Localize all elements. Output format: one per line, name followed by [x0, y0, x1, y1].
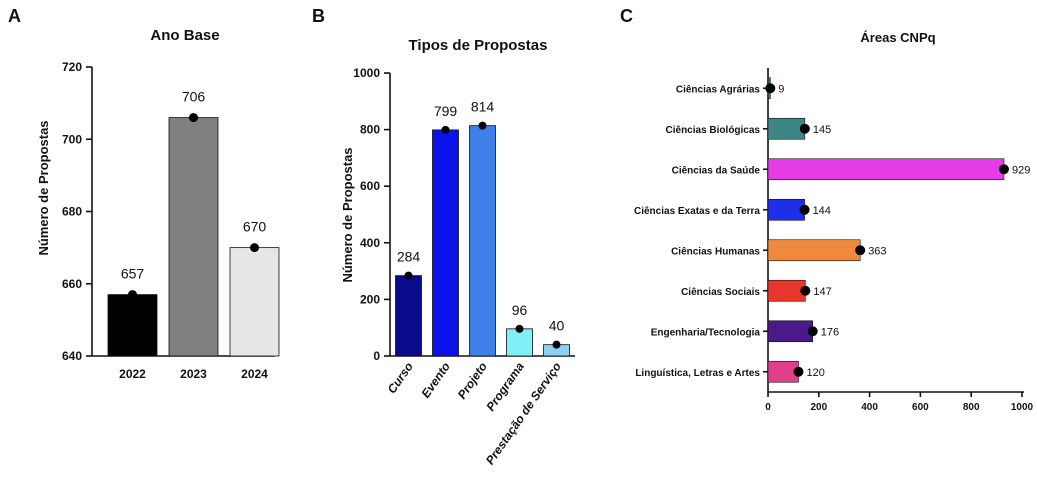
panel-a-y-tick-label: 700	[62, 132, 82, 146]
panel-c-category-label: Linguística, Letras e Artes	[635, 368, 760, 379]
panel-c-bar	[767, 198, 805, 221]
panel-c-point	[799, 123, 810, 134]
panel-c-bar	[767, 320, 814, 343]
panel-b-point	[552, 340, 561, 349]
panel-c-category-label: Ciências Humanas	[671, 246, 760, 257]
panel-b-value-label: 96	[512, 302, 528, 318]
panel-c-x-tick-label: 800	[963, 402, 980, 413]
panel-c-value-label: 929	[1012, 164, 1030, 176]
panel-c-bar	[767, 158, 1005, 181]
panel-b-category-label: Curso	[385, 360, 416, 396]
panel-a-value-label: 657	[121, 266, 145, 282]
panel-c-x-tick-label: 0	[765, 402, 771, 413]
panel-a: A Ano Base Número de Propostas 640 660 680…	[8, 6, 280, 381]
panel-b-category-label: Projeto	[455, 360, 490, 402]
panel-c-category-label: Ciências Biológicas	[666, 125, 761, 136]
panel-b-bar	[469, 125, 496, 357]
panel-c-category-label: Ciências Sociais	[681, 287, 760, 298]
panel-b-point	[404, 271, 413, 280]
panel-c-bar	[767, 239, 861, 262]
panel-c-value-label: 120	[806, 367, 824, 379]
panel-b-category-label: Prestação de Serviço	[483, 360, 564, 467]
panel-b-value-label: 799	[434, 103, 458, 119]
panel-b-bar	[506, 328, 533, 357]
panel-b-y-tick-label: 0	[373, 349, 380, 363]
panel-b: B Tipos de Propostas Número de Propostas…	[312, 6, 575, 467]
panel-b-y-axis-label: Número de Propostas	[340, 147, 355, 282]
panel-a-y-tick-label: 640	[62, 349, 82, 363]
panel-c-bar	[767, 279, 806, 302]
panel-b-value-label: 284	[397, 249, 421, 265]
panel-c-value-label: 176	[821, 326, 839, 338]
panel-c-point	[807, 326, 818, 337]
panel-b-letter: B	[312, 6, 325, 26]
panel-c-category-label: Ciências Agrárias	[676, 84, 761, 95]
panel-a-category-label: 2023	[180, 367, 207, 381]
panel-c-category-label: Ciências da Saúde	[672, 165, 761, 176]
panel-c-title: Áreas CNPq	[860, 30, 935, 45]
panel-b-value-label: 40	[549, 318, 565, 334]
panel-a-value-label: 706	[182, 89, 206, 105]
panel-a-category-label: 2022	[119, 367, 146, 381]
panel-b-bar	[432, 129, 459, 357]
panel-a-point	[250, 243, 259, 253]
panel-b-point	[515, 324, 524, 333]
panel-a-title: Ano Base	[150, 27, 219, 44]
panel-a-point	[128, 290, 137, 300]
panel-b-point	[441, 125, 450, 134]
panel-c-x-tick-label: 1000	[1011, 402, 1034, 413]
panel-a-category-label: 2024	[241, 367, 268, 381]
panel-a-y-axis-label: Número de Propostas	[36, 120, 51, 255]
panel-a-value-label: 670	[243, 219, 267, 235]
panel-b-y-tick-label: 600	[360, 179, 380, 193]
panel-b-point	[478, 121, 487, 130]
panel-c-value-label: 147	[813, 286, 831, 298]
panel-b-title: Tipos de Propostas	[409, 37, 548, 54]
panel-c-value-label: 145	[813, 124, 831, 136]
panel-c-x-tick-label: 400	[861, 402, 878, 413]
panel-a-y-tick-label: 680	[62, 205, 82, 219]
panel-b-category-label: Evento	[419, 360, 453, 401]
panel-b-bar	[395, 275, 422, 357]
panel-c-x-tick-label: 600	[912, 402, 929, 413]
panel-c-value-label: 9	[778, 83, 784, 95]
panel-a-bar	[168, 117, 219, 357]
panel-c: C Áreas CNPq 0 200 400 600 800 1000 9 Ciências…	[620, 6, 1034, 413]
panel-c-letter: C	[620, 6, 633, 26]
panel-c-point	[800, 285, 811, 296]
panel-a-bar	[229, 247, 280, 357]
panel-c-x-tick-label: 200	[810, 402, 827, 413]
panel-a-letter: A	[8, 6, 21, 26]
panel-b-y-tick-label: 1000	[353, 66, 380, 80]
panel-c-category-label: Ciências Exatas e da Terra	[634, 206, 760, 217]
panel-c-point	[793, 366, 804, 377]
panel-b-y-tick-label: 200	[360, 292, 380, 306]
panel-a-y-tick-label: 720	[62, 60, 82, 74]
panel-b-value-label: 814	[471, 99, 495, 115]
panel-a-y-tick-label: 660	[62, 277, 82, 291]
panel-c-bar	[767, 117, 806, 140]
panel-b-y-tick-label: 400	[360, 236, 380, 250]
panel-c-point	[998, 164, 1009, 175]
panel-c-point	[765, 83, 776, 94]
panel-b-y-tick-label: 800	[360, 123, 380, 137]
panel-a-point	[189, 113, 198, 123]
panel-c-value-label: 144	[813, 205, 831, 217]
panel-c-point	[855, 245, 866, 256]
panel-c-value-label: 363	[868, 245, 886, 257]
panel-c-point	[799, 204, 810, 215]
panel-a-bar	[107, 294, 158, 357]
panel-c-category-label: Engenharia/Tecnologia	[651, 327, 761, 338]
